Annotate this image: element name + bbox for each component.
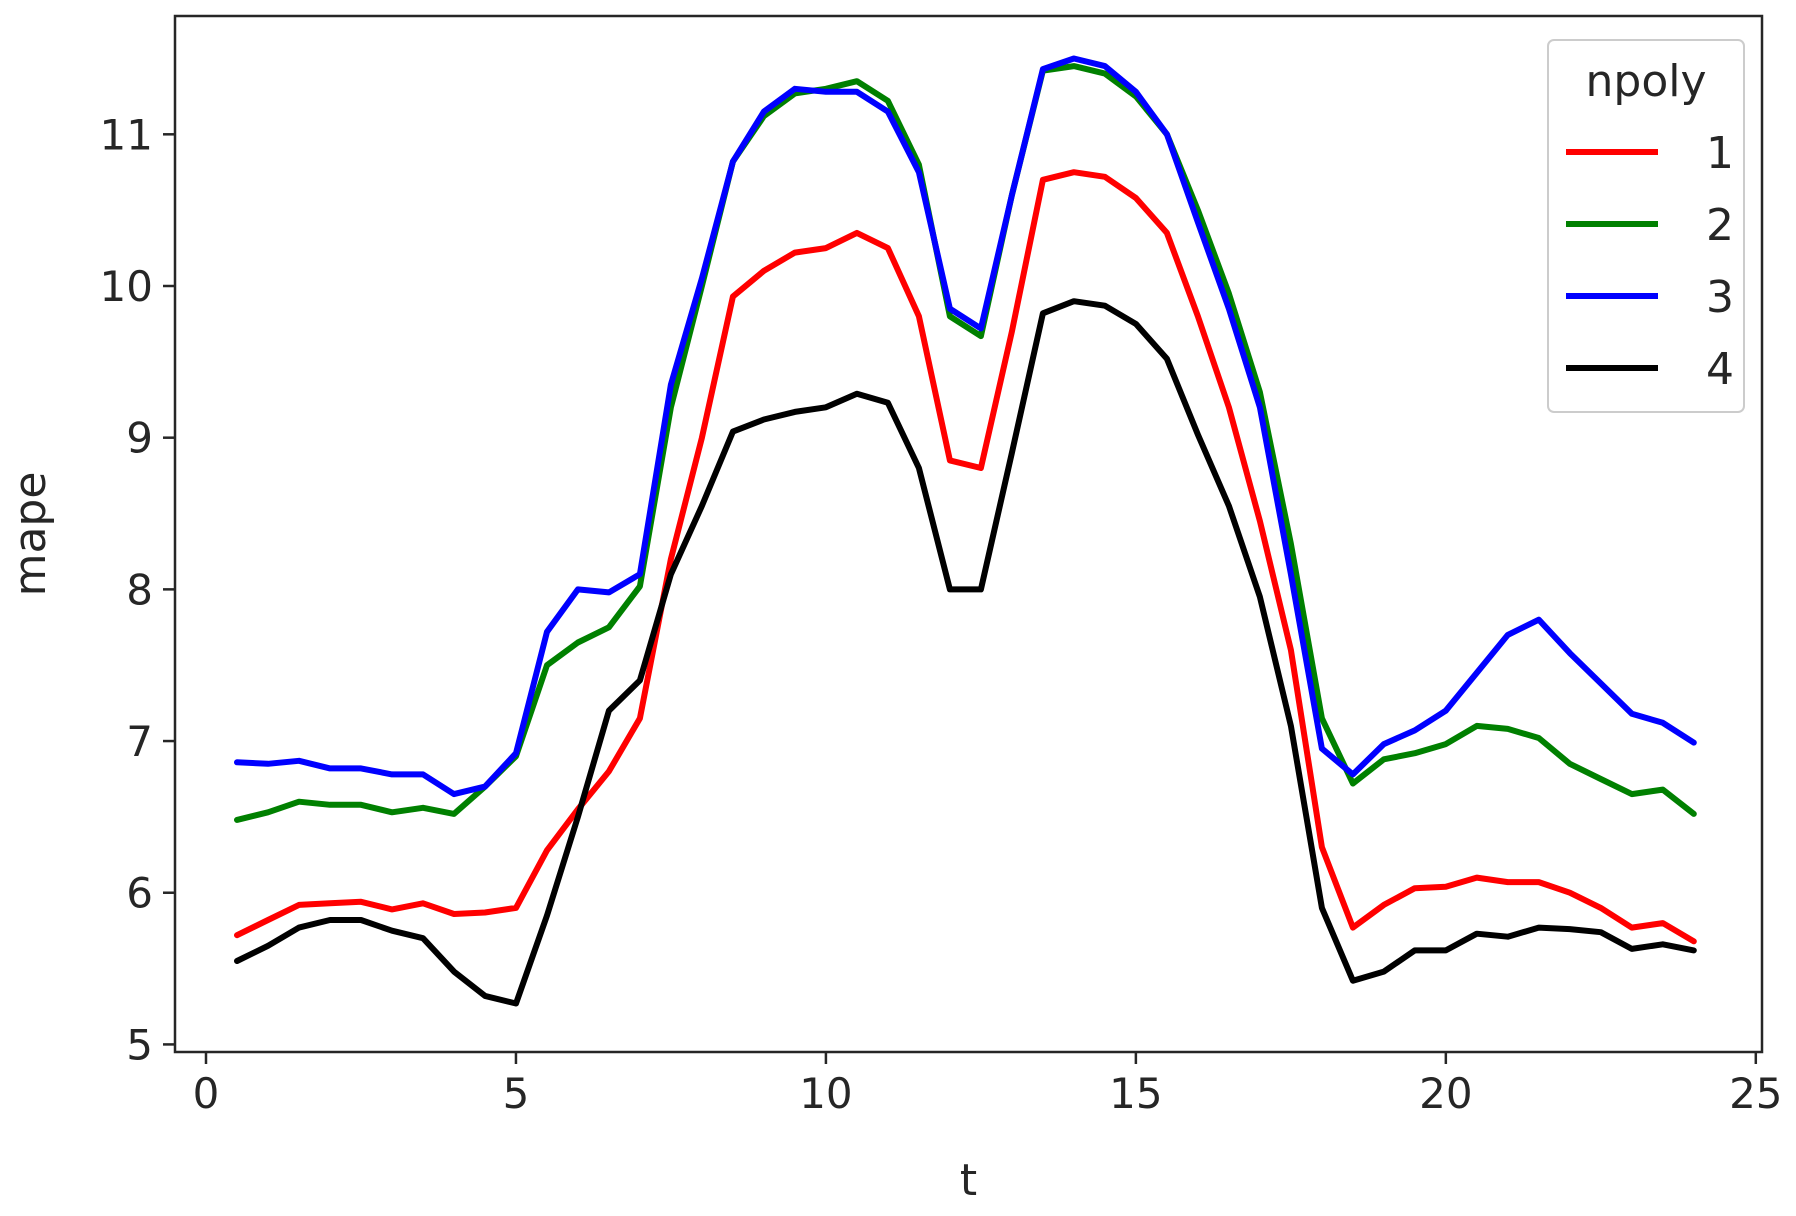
y-axis: 5 6 7 8 9 10 11 [100,110,175,1069]
x-tick-label: 10 [799,1069,852,1118]
y-tick-label: 6 [126,869,153,918]
y-axis-label: mape [5,472,56,597]
x-axis: 0 5 10 15 20 25 [193,1052,1783,1118]
x-tick-label: 20 [1419,1069,1472,1118]
y-tick-label: 10 [100,262,153,311]
series-line-4 [234,298,1697,1007]
legend-entry-2: 2 [1706,200,1734,251]
x-axis-label: t [960,1155,977,1206]
x-tick-label: 5 [503,1069,530,1118]
plot-frame [173,14,1764,1054]
x-tick-label: 0 [193,1069,220,1118]
series-line-2 [234,63,1697,823]
legend-entry-3: 3 [1706,272,1734,323]
x-tick-label: 15 [1109,1069,1162,1118]
y-tick-label: 7 [126,717,153,766]
y-tick-label: 5 [126,1020,153,1069]
legend-title: npoly [1586,56,1707,107]
x-tick-label: 25 [1729,1069,1782,1118]
series-line-1 [234,169,1697,945]
y-tick-label: 11 [100,110,153,159]
y-tick-label: 9 [126,414,153,463]
legend: npoly 1 2 3 4 [1547,39,1745,413]
legend-entry-1: 1 [1706,128,1734,179]
legend-entry-4: 4 [1706,344,1734,395]
y-tick-label: 8 [126,565,153,614]
series-line-3 [234,55,1697,798]
series-layer [234,55,1697,1007]
